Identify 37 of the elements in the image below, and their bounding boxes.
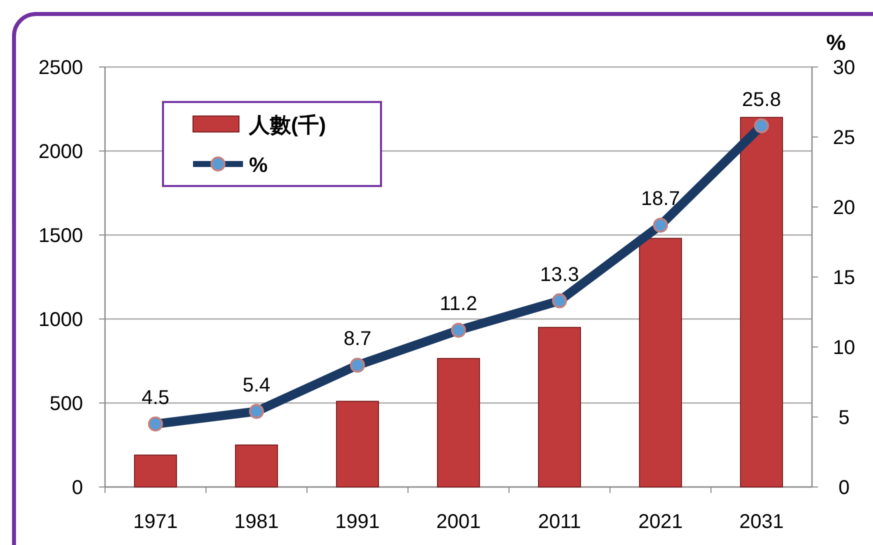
x-tick-label: 2001: [436, 511, 481, 533]
y-tick-label: 1500: [38, 225, 83, 247]
y2-axis-title: %: [826, 30, 846, 55]
y-tick-label: 500: [50, 393, 83, 415]
y-tick-label: 1000: [38, 309, 83, 331]
y2-tick-label: 20: [832, 197, 856, 219]
data-label: 8.7: [344, 328, 372, 350]
bar: [538, 326, 581, 488]
data-label: 18.7: [641, 188, 680, 210]
bar: [740, 116, 783, 488]
x-tick-label: 1971: [133, 511, 178, 533]
bar: [639, 238, 682, 488]
y-tick-label: 0: [72, 477, 83, 499]
bar: [235, 444, 278, 488]
y2-tick-label: 30: [832, 57, 856, 79]
y2-tick-label: 25: [832, 127, 856, 149]
x-tick-label: 2011: [538, 511, 582, 533]
legend-label: %: [249, 154, 268, 177]
bar: [336, 400, 379, 488]
data-label: 25.8: [742, 88, 781, 111]
legend-label: 人數(千): [248, 113, 326, 137]
x-tick-label: 2021: [638, 511, 683, 533]
y2-tick-label: 15: [832, 267, 856, 289]
bar: [437, 358, 480, 488]
y2-tick-label: 10: [832, 337, 856, 359]
data-label: 5.4: [242, 374, 270, 396]
y-tick-label: 2000: [38, 141, 83, 163]
data-label: 4.5: [142, 387, 170, 409]
bar: [134, 454, 177, 488]
x-tick-label: 2031: [739, 511, 784, 533]
y2-tick-label: 0: [838, 477, 850, 499]
x-tick-label: 1981: [234, 511, 279, 533]
y2-tick-label: 5: [838, 407, 850, 429]
data-label: 13.3: [540, 264, 579, 286]
x-tick-label: 1991: [335, 511, 380, 533]
y-tick-label: 2500: [38, 57, 83, 79]
data-label: 11.2: [440, 293, 478, 316]
